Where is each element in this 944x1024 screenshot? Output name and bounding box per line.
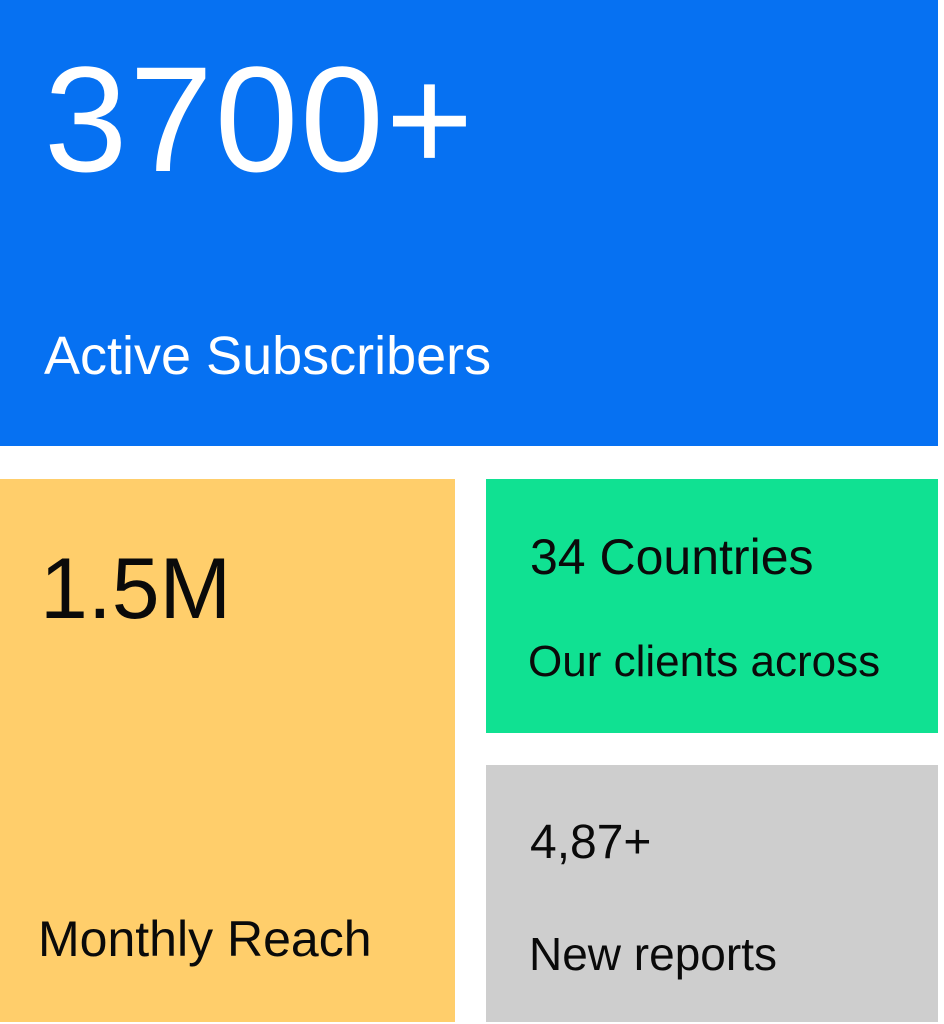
- active-subscribers-card: 3700+ Active Subscribers: [0, 0, 938, 446]
- active-subscribers-value: 3700+: [44, 35, 476, 203]
- active-subscribers-label: Active Subscribers: [44, 326, 492, 386]
- countries-value: 34 Countries: [530, 529, 814, 585]
- countries-card: 34 Countries Our clients across: [486, 479, 938, 733]
- monthly-reach-card: 1.5M Monthly Reach: [0, 479, 455, 1022]
- monthly-reach-value: 1.5M: [40, 541, 232, 637]
- monthly-reach-label: Monthly Reach: [38, 911, 372, 967]
- new-reports-label: New reports: [529, 928, 777, 980]
- new-reports-value: 4,87+: [530, 816, 652, 869]
- new-reports-card: 4,87+ New reports: [486, 765, 938, 1022]
- countries-label: Our clients across: [528, 637, 881, 686]
